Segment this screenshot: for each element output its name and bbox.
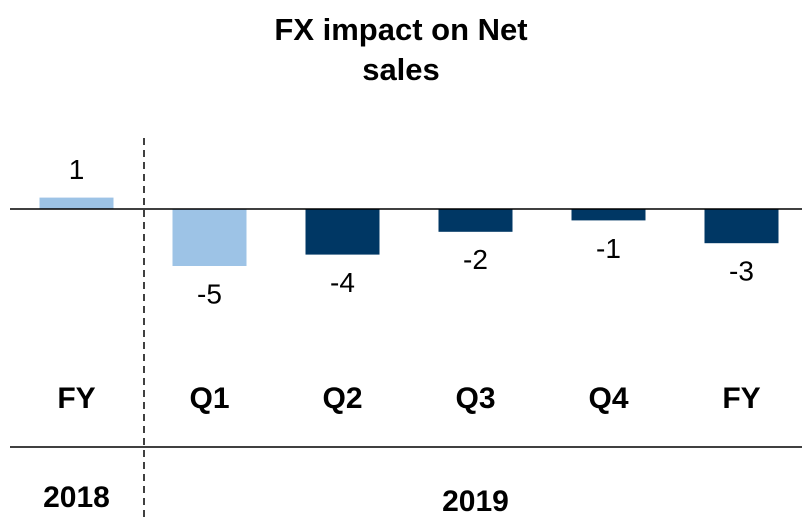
value-label: -1 [596, 233, 621, 264]
chart-title: FX impact on Net sales [274, 12, 528, 87]
bar [172, 209, 247, 266]
bar [39, 197, 114, 209]
bar [571, 209, 646, 221]
x-tick-label: Q2 [322, 382, 362, 415]
x-tick-label: Q4 [588, 382, 628, 415]
x-tick-label: FY [57, 382, 95, 415]
bar [704, 209, 779, 244]
bar [305, 209, 380, 255]
x-tick-label: Q3 [455, 382, 495, 415]
group-label: 2018 [43, 481, 110, 514]
x-tick-label: FY [722, 382, 760, 415]
value-label: 1 [69, 154, 85, 185]
bar [438, 209, 513, 232]
x-tick-label: Q1 [189, 382, 229, 415]
group-label: 2019 [442, 485, 509, 518]
value-label: -3 [729, 256, 754, 287]
value-label: -4 [330, 267, 355, 298]
value-label: -2 [463, 244, 488, 275]
value-label: -5 [197, 278, 222, 309]
